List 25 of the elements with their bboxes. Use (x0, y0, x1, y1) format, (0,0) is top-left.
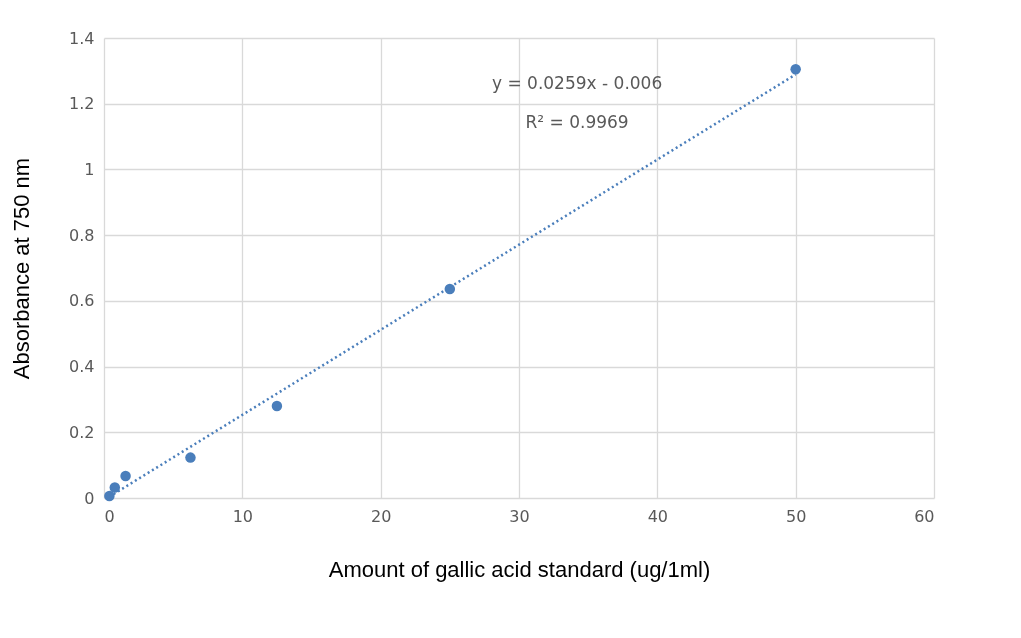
x-tick-label: 10 (232, 506, 254, 526)
x-tick-label: 50 (785, 506, 807, 526)
x-axis-title: Amount of gallic acid standard (ug/1ml) (328, 556, 711, 582)
x-tick-label: 0 (104, 506, 115, 526)
y-tick-label: 0.4 (69, 357, 95, 377)
x-tick-label: 60 (914, 506, 935, 526)
point (109, 482, 121, 493)
x-tick-label: 30 (509, 506, 530, 526)
annotation: R² = 0.9969 (525, 112, 629, 133)
point (271, 400, 283, 412)
point (120, 470, 131, 482)
annotation: y = 0.0259x - 0.006 (491, 73, 663, 93)
y-tick-label: 0.2 (69, 422, 95, 442)
y-tick-label: 0.6 (69, 291, 95, 311)
point (185, 452, 196, 463)
y-tick-label: 1 (84, 159, 95, 179)
y-axis-title: Absorbance at 750 nm (9, 157, 35, 380)
y-tick-label: 1.4 (69, 28, 95, 48)
y-tick-label: 1.2 (69, 94, 95, 114)
point (790, 63, 801, 75)
y-tick-label: 0 (84, 488, 95, 508)
y-tick-label: 0.8 (69, 225, 95, 245)
point (104, 490, 115, 502)
x-tick-label: 20 (370, 506, 392, 526)
x-tick-label: 40 (647, 506, 669, 526)
